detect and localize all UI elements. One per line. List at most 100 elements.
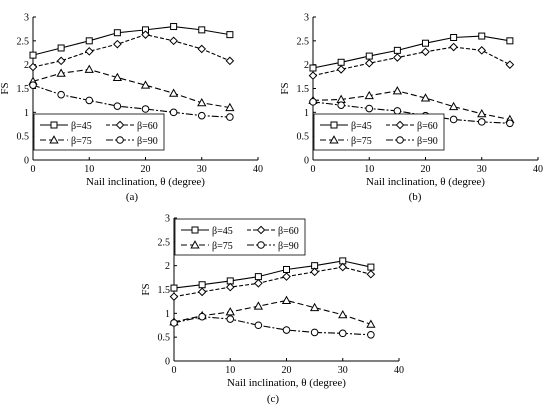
data-point: [254, 278, 263, 288]
y-tick-label: 1: [165, 309, 170, 320]
data-point: [338, 329, 347, 338]
legend-marker: [329, 135, 339, 144]
data-point: [283, 265, 290, 273]
data-point: [393, 107, 402, 115]
legend-marker: [115, 120, 125, 130]
data-point: [29, 51, 37, 59]
y-tick-label: 3: [165, 214, 170, 225]
data-point: [29, 81, 37, 89]
data-point: [141, 105, 150, 113]
data-point: [141, 30, 150, 39]
y-tick-label: 1.5: [297, 84, 310, 95]
data-point: [364, 58, 374, 68]
x-tick-label: 20: [141, 164, 151, 175]
y-tick-label: 1: [304, 108, 309, 119]
data-point: [420, 93, 431, 102]
data-point: [28, 62, 38, 72]
data-point: [57, 44, 65, 52]
data-point: [197, 287, 207, 297]
series-line: [32, 34, 231, 68]
data-point: [170, 23, 178, 31]
data-point: [170, 284, 178, 292]
data-point: [254, 321, 263, 330]
y-tick-label: 1.5: [158, 285, 171, 296]
data-point: [225, 282, 235, 292]
series-line: [32, 68, 230, 109]
data-point: [57, 90, 65, 99]
data-point: [477, 118, 486, 126]
data-point: [336, 65, 346, 74]
legend: β=45 β=60 β=75 β=90: [33, 113, 165, 151]
data-point: [506, 119, 514, 128]
data-point: [197, 97, 207, 107]
y-tick-label: 2.5: [297, 36, 310, 47]
legend-marker: [396, 136, 404, 144]
y-tick-label: 2: [304, 60, 309, 71]
series-2: [308, 42, 515, 80]
legend-label: β=90: [417, 136, 438, 147]
data-point: [113, 39, 122, 49]
data-point: [282, 272, 291, 281]
y-tick-label: 0.5: [17, 132, 30, 143]
data-point: [112, 72, 123, 82]
data-point: [169, 36, 178, 46]
data-point: [506, 37, 514, 45]
data-point: [56, 68, 66, 77]
data-point: [449, 42, 458, 52]
data-point: [448, 101, 459, 111]
x-axis-label: Nail inclination, θ (degree): [366, 176, 485, 188]
y-tick-label: 3: [304, 13, 309, 24]
x-tick-label: 10: [364, 164, 374, 175]
legend-label: β=45: [351, 121, 372, 132]
data-point: [337, 58, 345, 66]
series-4: [29, 81, 234, 121]
x-axis-label: Nail inclination, θ (degree): [227, 377, 346, 389]
data-point: [338, 309, 348, 319]
series-3: [169, 295, 376, 328]
legend-marker: [256, 225, 266, 235]
x-tick-label: 40: [253, 164, 263, 175]
y-axis-label: FS: [140, 283, 152, 295]
data-point: [310, 267, 319, 277]
series-line: [32, 84, 230, 118]
legend-marker: [330, 121, 338, 129]
legend-label: β=60: [417, 121, 438, 132]
legend-box: [33, 113, 165, 151]
series-line: [173, 260, 371, 289]
legend-box: [174, 218, 306, 256]
x-axis-label: Nail inclination, θ (degree): [86, 176, 205, 188]
data-point: [364, 90, 374, 100]
x-tick-label: 20: [282, 365, 292, 376]
data-point: [140, 80, 151, 89]
data-point: [84, 47, 94, 56]
data-point: [226, 113, 234, 121]
y-tick-label: 2.5: [158, 237, 171, 248]
series-line: [173, 266, 372, 298]
legend-label: β=60: [137, 121, 158, 132]
series-line: [32, 25, 230, 56]
legend-label: β=90: [278, 241, 299, 252]
data-point: [84, 64, 94, 73]
data-point: [308, 71, 318, 80]
data-point: [169, 108, 178, 117]
data-point: [505, 60, 515, 69]
legend: β=45 β=60 β=75 β=90: [174, 218, 306, 256]
series-3: [28, 64, 235, 112]
y-tick-label: 1.5: [17, 84, 30, 95]
series-line: [173, 299, 372, 325]
legend-label: β=75: [212, 241, 233, 252]
x-tick-label: 20: [421, 164, 431, 175]
legend-marker: [116, 136, 124, 144]
data-point: [477, 46, 487, 55]
x-tick-label: 30: [197, 164, 207, 175]
data-point: [367, 263, 375, 271]
x-tick-label: 30: [477, 164, 487, 175]
x-tick-label: 0: [31, 164, 36, 175]
data-point: [310, 328, 319, 337]
data-point: [281, 295, 292, 304]
data-point: [225, 307, 235, 316]
series-4: [170, 312, 375, 339]
y-tick-label: 0: [304, 156, 309, 167]
